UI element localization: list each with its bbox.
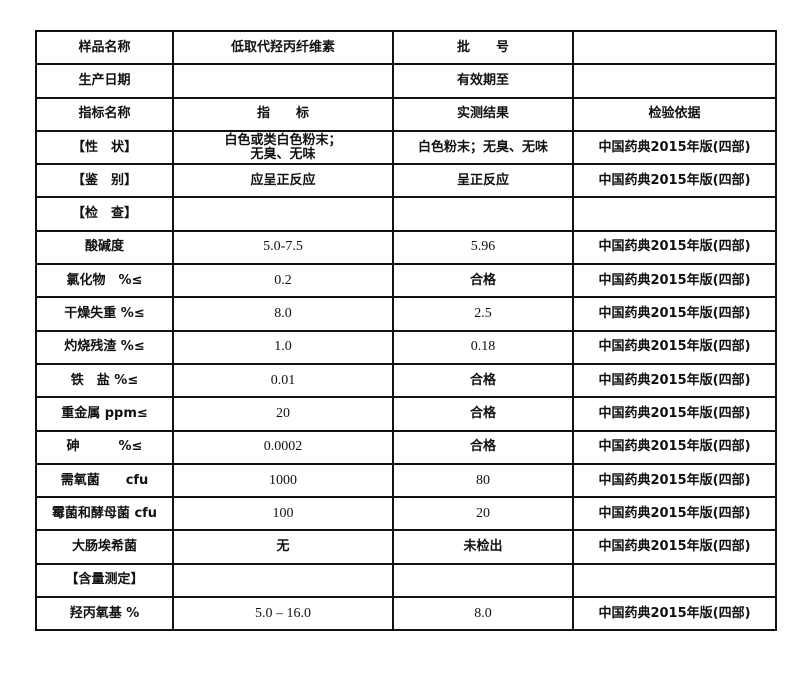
test-basis-cell: 中国药典2015年版(四部) — [572, 596, 777, 632]
item-name-cell: 干燥失重 %≤ — [35, 296, 174, 332]
sample-name-row: 样品名称 低取代羟丙纤维素 批 号 — [35, 29, 777, 66]
batch-number-value — [572, 29, 777, 66]
item-name-cell: 【检 查】 — [35, 196, 174, 232]
specification-cell: 1.0 — [172, 329, 394, 365]
item-name-cell: 重金属 ppm≤ — [35, 396, 174, 432]
table-row: 砷 %≤ 0.0002 合格 中国药典2015年版(四部) — [35, 429, 777, 465]
test-basis-cell: 中国药典2015年版(四部) — [572, 429, 777, 465]
specification-cell: 应呈正反应 — [172, 163, 394, 199]
specification-cell — [172, 196, 394, 232]
test-basis-cell: 中国药典2015年版(四部) — [572, 396, 777, 432]
test-result-cell: 2.5 — [392, 296, 574, 332]
inspection-report-table: 样品名称 低取代羟丙纤维素 批 号 生产日期 有效期至 指标名称 指 标 实测结… — [35, 29, 777, 632]
item-name-cell: 【鉴 别】 — [35, 163, 174, 199]
table-row: 霉菌和酵母菌 cfu 100 20 中国药典2015年版(四部) — [35, 496, 777, 532]
expiry-date-label: 有效期至 — [392, 63, 574, 99]
specification-cell: 0.2 — [172, 263, 394, 299]
table-row: 羟丙氧基 % 5.0 – 16.0 8.0 中国药典2015年版(四部) — [35, 596, 777, 632]
test-result-cell: 8.0 — [392, 596, 574, 632]
test-basis-cell: 中国药典2015年版(四部) — [572, 296, 777, 332]
item-name-cell: 霉菌和酵母菌 cfu — [35, 496, 174, 532]
production-date-row: 生产日期 有效期至 — [35, 63, 777, 99]
item-name-cell: 砷 %≤ — [35, 429, 174, 465]
table-row: 大肠埃希菌无未检出 中国药典2015年版(四部) — [35, 529, 777, 565]
item-name-cell: 氯化物 %≤ — [35, 263, 174, 299]
test-basis-cell: 中国药典2015年版(四部) — [572, 362, 777, 399]
table-row: 酸碱度 5.0-7.5 5.96 中国药典2015年版(四部) — [35, 229, 777, 266]
item-name-cell: 铁 盐 %≤ — [35, 362, 174, 399]
test-result-cell: 呈正反应 — [392, 163, 574, 199]
column-header-row: 指标名称 指 标 实测结果 检验依据 — [35, 96, 777, 132]
item-name-cell: 【含量测定】 — [35, 562, 174, 599]
item-name-cell: 酸碱度 — [35, 229, 174, 266]
test-basis-cell: 中国药典2015年版(四部) — [572, 462, 777, 499]
specification-cell: 20 — [172, 396, 394, 432]
test-result-cell: 未检出 — [392, 529, 574, 565]
table-row: 干燥失重 %≤ 8.0 2.5 中国药典2015年版(四部) — [35, 296, 777, 332]
production-date-value — [172, 63, 394, 99]
specification-cell: 5.0-7.5 — [172, 229, 394, 266]
table-row: 【鉴 别】 应呈正反应 呈正反应 中国药典2015年版(四部) — [35, 163, 777, 199]
specification-cell: 100 — [172, 496, 394, 532]
test-basis-cell — [572, 196, 777, 232]
specification-cell: 5.0 – 16.0 — [172, 596, 394, 632]
table-row: 【性 状】 白色或类白色粉末； 无臭、无味 白色粉末；无臭、无味 中国药典2015年版… — [35, 129, 777, 166]
specification-cell: 0.0002 — [172, 429, 394, 465]
test-result-cell: 5.96 — [392, 229, 574, 266]
test-basis-cell: 中国药典2015年版(四部) — [572, 496, 777, 532]
column-header: 检验依据 — [572, 96, 777, 132]
table-row: 重金属 ppm≤ 20 合格 中国药典2015年版(四部) — [35, 396, 777, 432]
test-result-cell: 0.18 — [392, 329, 574, 365]
table-row: 【含量测定】 — [35, 562, 777, 599]
column-header: 指 标 — [172, 96, 394, 132]
test-basis-cell: 中国药典2015年版(四部) — [572, 163, 777, 199]
test-result-cell: 80 — [392, 462, 574, 499]
item-name-cell: 羟丙氧基 % — [35, 596, 174, 632]
batch-number-label: 批 号 — [392, 29, 574, 66]
table-row: 需氧菌 cfu 1000 80 中国药典2015年版(四部) — [35, 462, 777, 499]
specification-cell: 0.01 — [172, 362, 394, 399]
test-result-cell — [392, 562, 574, 599]
item-name-cell: 大肠埃希菌 — [35, 529, 174, 565]
test-result-cell: 白色粉末；无臭、无味 — [392, 129, 574, 166]
specification-cell: 8.0 — [172, 296, 394, 332]
item-name-cell: 【性 状】 — [35, 129, 174, 166]
test-result-cell: 20 — [392, 496, 574, 532]
expiry-date-value — [572, 63, 777, 99]
test-result-cell: 合格 — [392, 429, 574, 465]
column-header: 实测结果 — [392, 96, 574, 132]
test-basis-cell: 中国药典2015年版(四部) — [572, 263, 777, 299]
item-name-cell: 灼烧残渣 %≤ — [35, 329, 174, 365]
test-basis-cell: 中国药典2015年版(四部) — [572, 229, 777, 266]
production-date-label: 生产日期 — [35, 63, 174, 99]
table-row: 铁 盐 %≤ 0.01 合格 中国药典2015年版(四部) — [35, 362, 777, 399]
sample-name-value: 低取代羟丙纤维素 — [172, 29, 394, 66]
table-row: 灼烧残渣 %≤ 1.0 0.18 中国药典2015年版(四部) — [35, 329, 777, 365]
table-row: 【检 查】 — [35, 196, 777, 232]
specification-cell: 白色或类白色粉末； 无臭、无味 — [172, 129, 394, 166]
test-result-cell — [392, 196, 574, 232]
table-row: 氯化物 %≤ 0.2 合格 中国药典2015年版(四部) — [35, 263, 777, 299]
specification-cell — [172, 562, 394, 599]
specification-cell: 无 — [172, 529, 394, 565]
sample-name-label: 样品名称 — [35, 29, 174, 66]
test-basis-cell: 中国药典2015年版(四部) — [572, 129, 777, 166]
test-result-cell: 合格 — [392, 362, 574, 399]
test-result-cell: 合格 — [392, 263, 574, 299]
test-basis-cell: 中国药典2015年版(四部) — [572, 329, 777, 365]
column-header: 指标名称 — [35, 96, 174, 132]
specification-cell: 1000 — [172, 462, 394, 499]
test-result-cell: 合格 — [392, 396, 574, 432]
item-name-cell: 需氧菌 cfu — [35, 462, 174, 499]
test-basis-cell: 中国药典2015年版(四部) — [572, 529, 777, 565]
test-basis-cell — [572, 562, 777, 599]
